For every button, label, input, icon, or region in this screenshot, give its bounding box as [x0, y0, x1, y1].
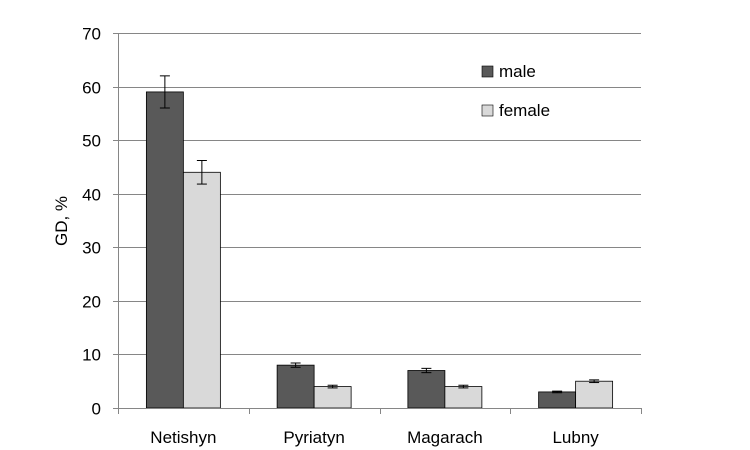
bar-female — [575, 380, 614, 409]
y-tick-label: 20 — [82, 293, 101, 312]
y-tick-label: 30 — [82, 239, 101, 258]
bar-female — [182, 171, 221, 409]
y-axis-title: GD, % — [52, 196, 71, 246]
legend-label-female: female — [499, 101, 550, 120]
y-tick-label: 0 — [92, 400, 101, 419]
bar-female — [444, 386, 483, 409]
legend-swatch-female — [481, 104, 494, 117]
y-tick-label: 50 — [82, 132, 101, 151]
x-category-label: Pyriatyn — [283, 428, 344, 447]
bar-male — [407, 370, 446, 409]
bar-male — [276, 364, 315, 409]
legend-swatch-male — [481, 65, 494, 78]
axes: 0 10 20 30 40 50 60 70 Netishyn Pyriatyn Magarach L… — [82, 25, 642, 447]
bars — [145, 75, 614, 409]
x-category-label: Magarach — [407, 428, 483, 447]
x-category-label: Lubny — [552, 428, 599, 447]
y-tick-label: 10 — [82, 346, 101, 365]
y-tick-label: 60 — [82, 79, 101, 98]
bar-female — [313, 386, 352, 409]
bar-male — [145, 91, 184, 409]
legend-label-male: male — [499, 62, 536, 81]
legend: male female — [481, 62, 550, 120]
bar-male — [538, 391, 577, 409]
y-tick-label: 40 — [82, 186, 101, 205]
y-tick-label: 70 — [82, 25, 101, 44]
x-category-label: Netishyn — [150, 428, 216, 447]
